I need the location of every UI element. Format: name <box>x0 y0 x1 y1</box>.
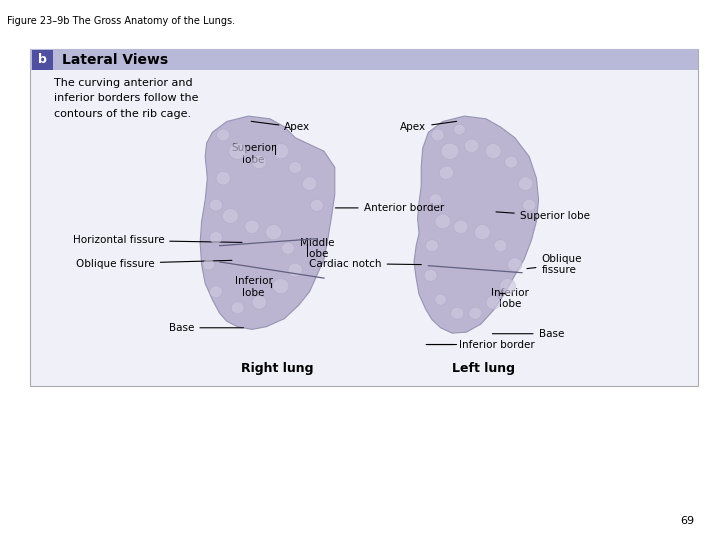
Text: Cardiac notch: Cardiac notch <box>309 259 421 268</box>
Ellipse shape <box>210 232 222 244</box>
Ellipse shape <box>439 166 454 179</box>
Ellipse shape <box>441 143 459 159</box>
Ellipse shape <box>289 161 302 173</box>
Text: Middle
lobe: Middle lobe <box>300 238 334 259</box>
Ellipse shape <box>245 220 259 233</box>
Text: contours of the rib cage.: contours of the rib cage. <box>54 109 191 119</box>
Ellipse shape <box>508 258 522 271</box>
Text: Base: Base <box>492 329 564 339</box>
Ellipse shape <box>252 296 266 309</box>
Text: Figure 23–9b The Gross Anatomy of the Lungs.: Figure 23–9b The Gross Anatomy of the Lu… <box>7 16 235 26</box>
FancyBboxPatch shape <box>32 50 53 70</box>
Ellipse shape <box>210 286 222 298</box>
Ellipse shape <box>231 302 244 314</box>
Ellipse shape <box>451 307 464 319</box>
Text: Inferior
lobe: Inferior lobe <box>491 288 528 309</box>
Text: Apex: Apex <box>400 122 456 132</box>
FancyBboxPatch shape <box>30 49 698 70</box>
Ellipse shape <box>266 225 282 240</box>
Ellipse shape <box>429 194 442 206</box>
Polygon shape <box>414 116 539 333</box>
Ellipse shape <box>282 242 294 254</box>
Ellipse shape <box>464 139 479 152</box>
FancyBboxPatch shape <box>30 49 698 386</box>
Text: The curving anterior and: The curving anterior and <box>54 78 193 89</box>
Ellipse shape <box>302 177 317 190</box>
Ellipse shape <box>424 269 437 281</box>
Text: b: b <box>38 53 47 66</box>
Text: Oblique
fissure: Oblique fissure <box>527 254 582 275</box>
Text: inferior borders follow the: inferior borders follow the <box>54 93 199 104</box>
Ellipse shape <box>518 177 533 190</box>
Ellipse shape <box>426 240 438 252</box>
Ellipse shape <box>431 129 444 141</box>
Ellipse shape <box>485 144 501 159</box>
Ellipse shape <box>435 214 451 229</box>
Text: Apex: Apex <box>251 122 310 132</box>
Text: Lateral Views: Lateral Views <box>62 53 168 67</box>
Text: Superior
lobe: Superior lobe <box>231 143 276 165</box>
Ellipse shape <box>469 307 482 319</box>
Text: 69: 69 <box>680 516 695 526</box>
Ellipse shape <box>486 296 500 309</box>
Ellipse shape <box>310 199 323 211</box>
Polygon shape <box>200 116 335 329</box>
Ellipse shape <box>474 225 490 240</box>
Ellipse shape <box>500 279 516 294</box>
Ellipse shape <box>523 199 536 211</box>
Ellipse shape <box>288 263 302 276</box>
Ellipse shape <box>217 129 230 141</box>
Ellipse shape <box>494 240 507 252</box>
Text: Inferior border: Inferior border <box>426 340 535 349</box>
Ellipse shape <box>203 259 215 270</box>
Ellipse shape <box>229 143 246 159</box>
Ellipse shape <box>210 199 222 211</box>
Ellipse shape <box>216 172 230 185</box>
Ellipse shape <box>454 220 468 233</box>
Text: Left lung: Left lung <box>452 362 516 375</box>
Text: Anterior border: Anterior border <box>336 203 444 213</box>
Text: Oblique fissure: Oblique fissure <box>76 259 232 268</box>
Ellipse shape <box>273 144 289 159</box>
Ellipse shape <box>505 156 518 168</box>
Text: Inferior
lobe: Inferior lobe <box>235 276 272 298</box>
Ellipse shape <box>222 208 238 224</box>
Ellipse shape <box>273 279 289 294</box>
Ellipse shape <box>252 156 266 168</box>
Text: Right lung: Right lung <box>241 362 313 375</box>
Ellipse shape <box>454 124 465 135</box>
Text: Superior lobe: Superior lobe <box>496 211 590 221</box>
Text: Horizontal fissure: Horizontal fissure <box>73 235 242 245</box>
Ellipse shape <box>435 294 446 305</box>
Text: Base: Base <box>169 323 243 333</box>
